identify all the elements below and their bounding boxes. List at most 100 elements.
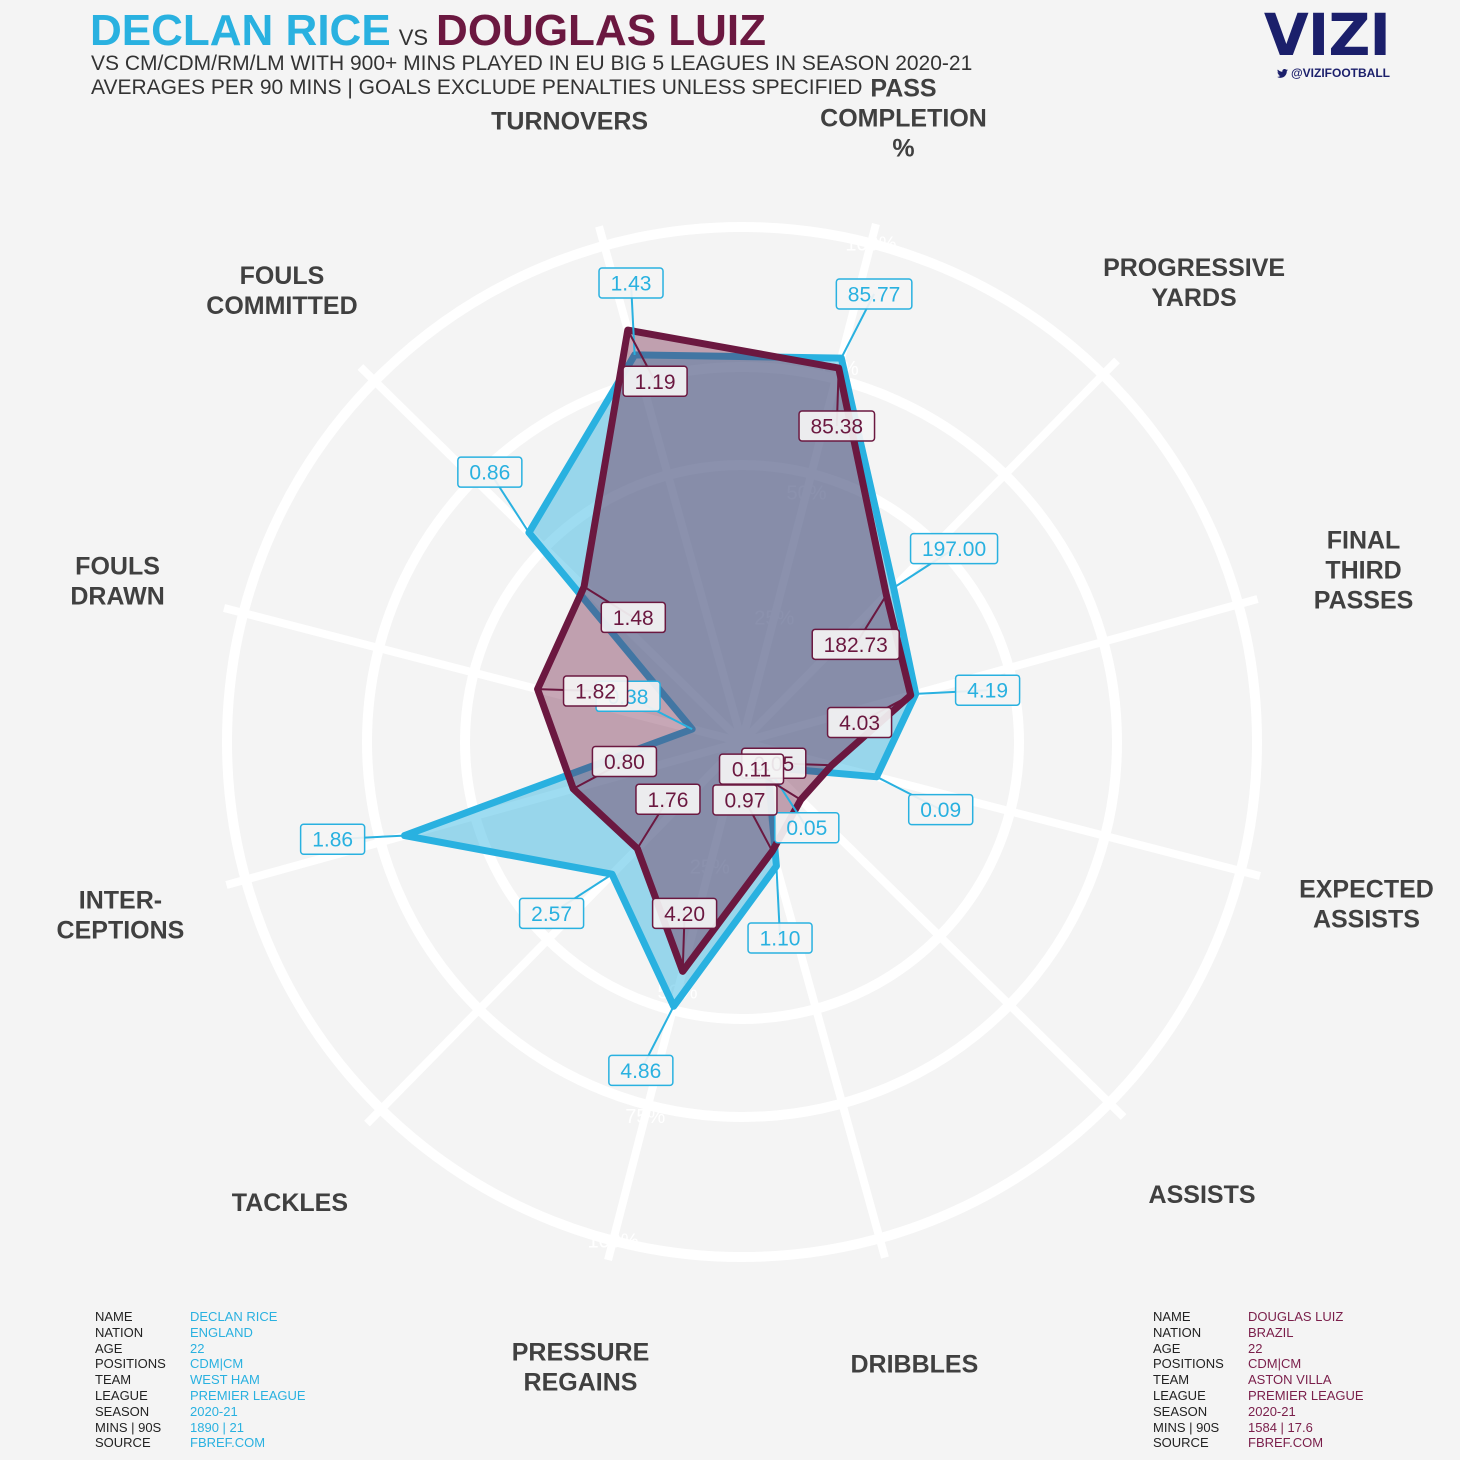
value-box <box>457 456 523 488</box>
value-box <box>909 532 999 565</box>
info-row: LEAGUE PREMIER LEAGUE <box>95 1388 306 1404</box>
value-labels: 85.77 197.00 4.19 0.09 0.05 1.10 4.86 2.57 1.86 0… <box>299 267 1021 1087</box>
rice-value-2: 4.19 <box>967 680 1008 703</box>
luiz-value-8: 0.80 <box>604 751 645 774</box>
spoke-9 <box>223 604 744 746</box>
axis-label-5: DRIBBLES <box>850 1351 978 1379</box>
subtitle: VS CM/CDM/RM/LM WITH 900+ MINS PLAYED IN… <box>91 52 972 100</box>
luiz-value-7: 1.76 <box>648 789 689 812</box>
info-key: AGE <box>95 1340 123 1356</box>
logo-handle: @VIZIFOOTBALL <box>1290 66 1390 80</box>
info-value: WEST HAM <box>190 1372 260 1388</box>
info-row: MINS | 90S 1890 | 21 <box>95 1420 306 1436</box>
value-box <box>299 823 366 855</box>
info-row: SEASON 2020-21 <box>95 1404 306 1420</box>
value-box <box>718 753 785 785</box>
info-row: SEASON 2020-21 <box>1153 1404 1364 1420</box>
info-row: NATION ENGLAND <box>95 1325 306 1341</box>
value-box <box>712 784 778 816</box>
axis-label-7: TACKLES <box>232 1189 348 1217</box>
twitter-bird-icon <box>1276 69 1288 78</box>
info-value: ASTON VILLA <box>1248 1372 1332 1388</box>
info-row: SOURCE FBREF.COM <box>95 1435 306 1451</box>
logo-wordmark: VIZI <box>1263 1 1391 69</box>
rice-value-11: 1.43 <box>611 273 652 296</box>
axis-label-10: FOULS COMMITTED <box>206 262 357 320</box>
info-key: NAME <box>95 1309 133 1324</box>
chart-title: DECLAN RICE VS DOUGLAS LUIZ <box>90 6 766 63</box>
radar-rings <box>222 222 1262 1262</box>
value-box <box>747 922 813 954</box>
info-value: PREMIER LEAGUE <box>190 1387 306 1403</box>
axis-label-3: EXPECTED ASSISTS <box>1299 875 1434 933</box>
vs-label: VS <box>398 25 429 50</box>
info-value: 1584 | 17.6 <box>1248 1419 1313 1435</box>
ring-inner <box>460 460 1024 1024</box>
ring-tick-label: 25% <box>690 857 730 879</box>
luiz-value-2: 4.03 <box>839 712 880 735</box>
ring-tick-label: 25% <box>754 607 794 629</box>
info-row: AGE 22 <box>1153 1341 1364 1357</box>
spoke-11 <box>595 225 746 744</box>
value-box <box>835 278 913 310</box>
spoke-0 <box>738 223 880 744</box>
player2-info: NAME DOUGLAS LUIZ NATION BRAZIL AGE 22 POSITIO… <box>1153 1309 1364 1451</box>
logo-handle-row: @VIZIFOOTBALL <box>1250 66 1390 80</box>
luiz-value-11: 1.19 <box>635 371 676 394</box>
info-value: DOUGLAS LUIZ <box>1248 1309 1344 1324</box>
info-key: SOURCE <box>95 1435 151 1451</box>
value-box <box>622 365 688 398</box>
axis-label-11: TURNOVERS <box>491 107 648 135</box>
rice-value-1: 197.00 <box>922 538 986 561</box>
axis-label-2: FINAL THIRD PASSES <box>1314 527 1414 615</box>
info-key: AGE <box>1153 1340 1181 1356</box>
axis-labels: PASS COMPLETION % PROGRESSIVE YARDS FINAL THIR… <box>57 75 1434 1397</box>
axis-label-9: FOULS DRAWN <box>70 553 164 611</box>
axis-label-8: INTER-CEPTIONS <box>57 886 185 944</box>
info-key: MINS | 90S <box>95 1419 162 1435</box>
info-value: FBREF.COM <box>190 1435 266 1451</box>
value-box <box>798 410 876 442</box>
value-box <box>635 783 701 816</box>
value-box <box>774 811 840 844</box>
luiz-value-6: 4.20 <box>664 903 705 926</box>
ring-tick-label: 75% <box>625 1106 665 1128</box>
rice-value-4: 0.05 <box>786 817 827 840</box>
info-value: PREMIER LEAGUE <box>1248 1387 1364 1403</box>
info-row: LEAGUE PREMIER LEAGUE <box>1153 1388 1364 1404</box>
value-box <box>562 675 629 707</box>
subtitle-line-1: VS CM/CDM/RM/LM WITH 900+ MINS PLAYED IN… <box>91 52 973 75</box>
value-box <box>591 745 658 778</box>
rice-value-3: 0.09 <box>920 799 961 822</box>
info-value: 2020-21 <box>190 1403 238 1419</box>
rice-value-10: 0.86 <box>469 462 510 485</box>
info-row: TEAM ASTON VILLA <box>1153 1372 1364 1388</box>
rice-value-8: 1.86 <box>312 829 353 852</box>
info-value: DECLAN RICE <box>190 1309 278 1324</box>
luiz-value-10: 1.48 <box>613 607 654 630</box>
ring-mid <box>362 362 1122 1122</box>
info-key: POSITIONS <box>95 1356 166 1372</box>
info-key: NAME <box>1153 1309 1191 1324</box>
value-box <box>608 1054 674 1087</box>
spoke-4 <box>739 739 1127 1120</box>
info-key: TEAM <box>1153 1372 1190 1388</box>
value-box <box>954 674 1021 706</box>
info-key: POSITIONS <box>1153 1356 1224 1372</box>
info-key: LEAGUE <box>95 1387 148 1403</box>
info-value: 22 <box>1248 1340 1263 1356</box>
rice-value-6: 4.86 <box>620 1060 661 1083</box>
value-box <box>811 628 900 661</box>
value-box <box>598 267 664 299</box>
info-key: TEAM <box>95 1372 132 1388</box>
subtitle-line-2: AVERAGES PER 90 MINS | GOALS EXCLUDE PEN… <box>91 76 863 99</box>
axis-label-0: PASS COMPLETION% <box>820 75 987 163</box>
value-box <box>907 793 974 826</box>
ring-tick-label: 100% <box>587 1231 638 1253</box>
radar-spokes <box>223 223 1261 1261</box>
info-key: MINS | 90S <box>1153 1419 1220 1435</box>
ring-outer <box>222 222 1262 1262</box>
info-row: SOURCE FBREF.COM <box>1153 1435 1364 1451</box>
info-row: AGE 22 <box>95 1341 306 1357</box>
